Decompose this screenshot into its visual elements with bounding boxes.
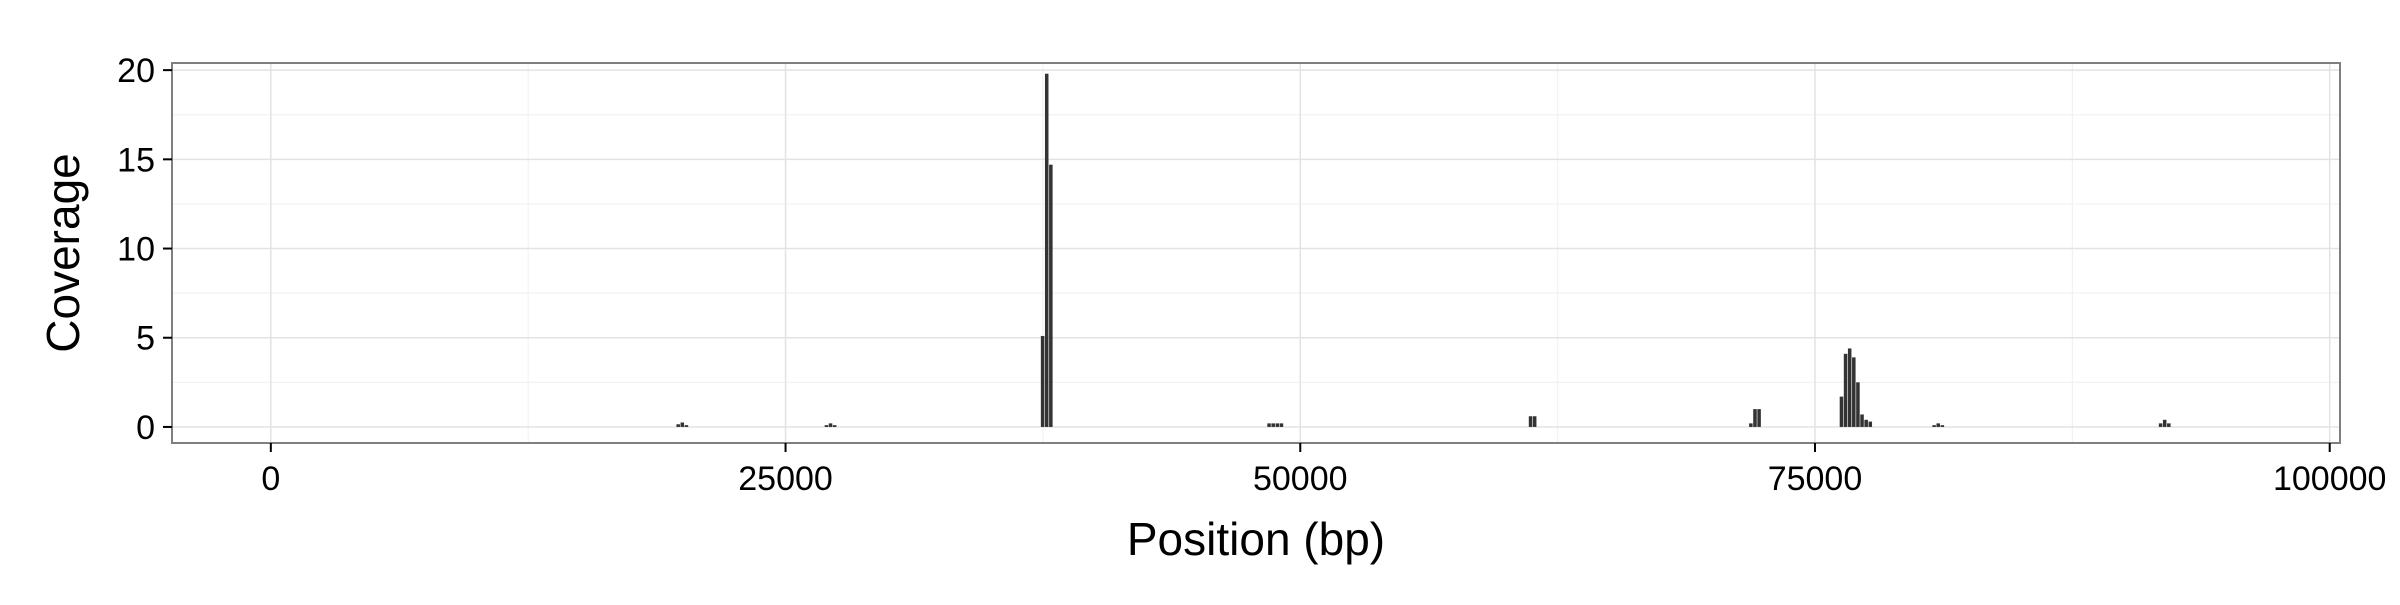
y-axis-label: Coverage	[37, 153, 89, 352]
coverage-bar	[1860, 414, 1864, 427]
coverage-bar	[1839, 396, 1844, 427]
y-tick-label: 15	[117, 141, 155, 179]
coverage-bar	[1932, 425, 1936, 427]
coverage-bar	[1528, 416, 1533, 427]
coverage-bar	[2167, 423, 2171, 427]
coverage-bar	[1847, 348, 1852, 427]
x-tick-label: 100000	[2273, 460, 2386, 498]
y-axis: 0 5 10 15 20	[117, 52, 172, 447]
coverage-bar	[832, 425, 837, 427]
coverage-bar	[824, 425, 829, 427]
coverage-bar	[1864, 419, 1868, 427]
x-tick-label: 75000	[1768, 460, 1863, 498]
y-tick-label: 5	[136, 320, 155, 358]
coverage-bar	[1753, 409, 1757, 427]
coverage-bar	[1275, 423, 1280, 427]
y-tick-label: 0	[136, 409, 155, 447]
panel-border	[171, 62, 2341, 444]
coverage-bar	[1757, 409, 1761, 427]
minor-gridlines	[172, 63, 2340, 443]
coverage-bars	[676, 73, 2171, 427]
coverage-bar	[2158, 423, 2163, 427]
coverage-bar	[1532, 416, 1537, 427]
coverage-bar	[1852, 357, 1856, 427]
panel-background	[172, 63, 2340, 443]
y-tick-label: 20	[117, 52, 155, 90]
coverage-bar	[1749, 423, 1753, 427]
x-tick-label: 0	[261, 460, 280, 498]
coverage-bar	[1843, 353, 1848, 427]
x-axis: 0 25000 50000 75000 100000	[261, 443, 2386, 498]
coverage-bar	[1936, 423, 1940, 427]
coverage-bar	[828, 423, 833, 427]
y-tick-label: 10	[117, 231, 155, 269]
coverage-bar	[684, 425, 689, 427]
coverage-bar	[1049, 164, 1053, 427]
coverage-bar	[1271, 423, 1275, 427]
x-tick-label: 25000	[738, 460, 833, 498]
coverage-bar	[1279, 423, 1284, 427]
coverage-bar	[1856, 382, 1860, 427]
coverage-bar	[1044, 73, 1049, 427]
x-tick-label: 50000	[1253, 460, 1348, 498]
major-gridlines	[172, 63, 2340, 443]
coverage-bar	[680, 422, 685, 427]
coverage-bar	[1940, 425, 1945, 427]
x-axis-label: Position (bp)	[1127, 513, 1385, 565]
coverage-bar	[2162, 419, 2167, 427]
coverage-bar	[1267, 423, 1271, 427]
coverage-bar	[1040, 335, 1045, 427]
coverage-bar	[676, 424, 680, 427]
coverage-bar	[1868, 421, 1873, 427]
